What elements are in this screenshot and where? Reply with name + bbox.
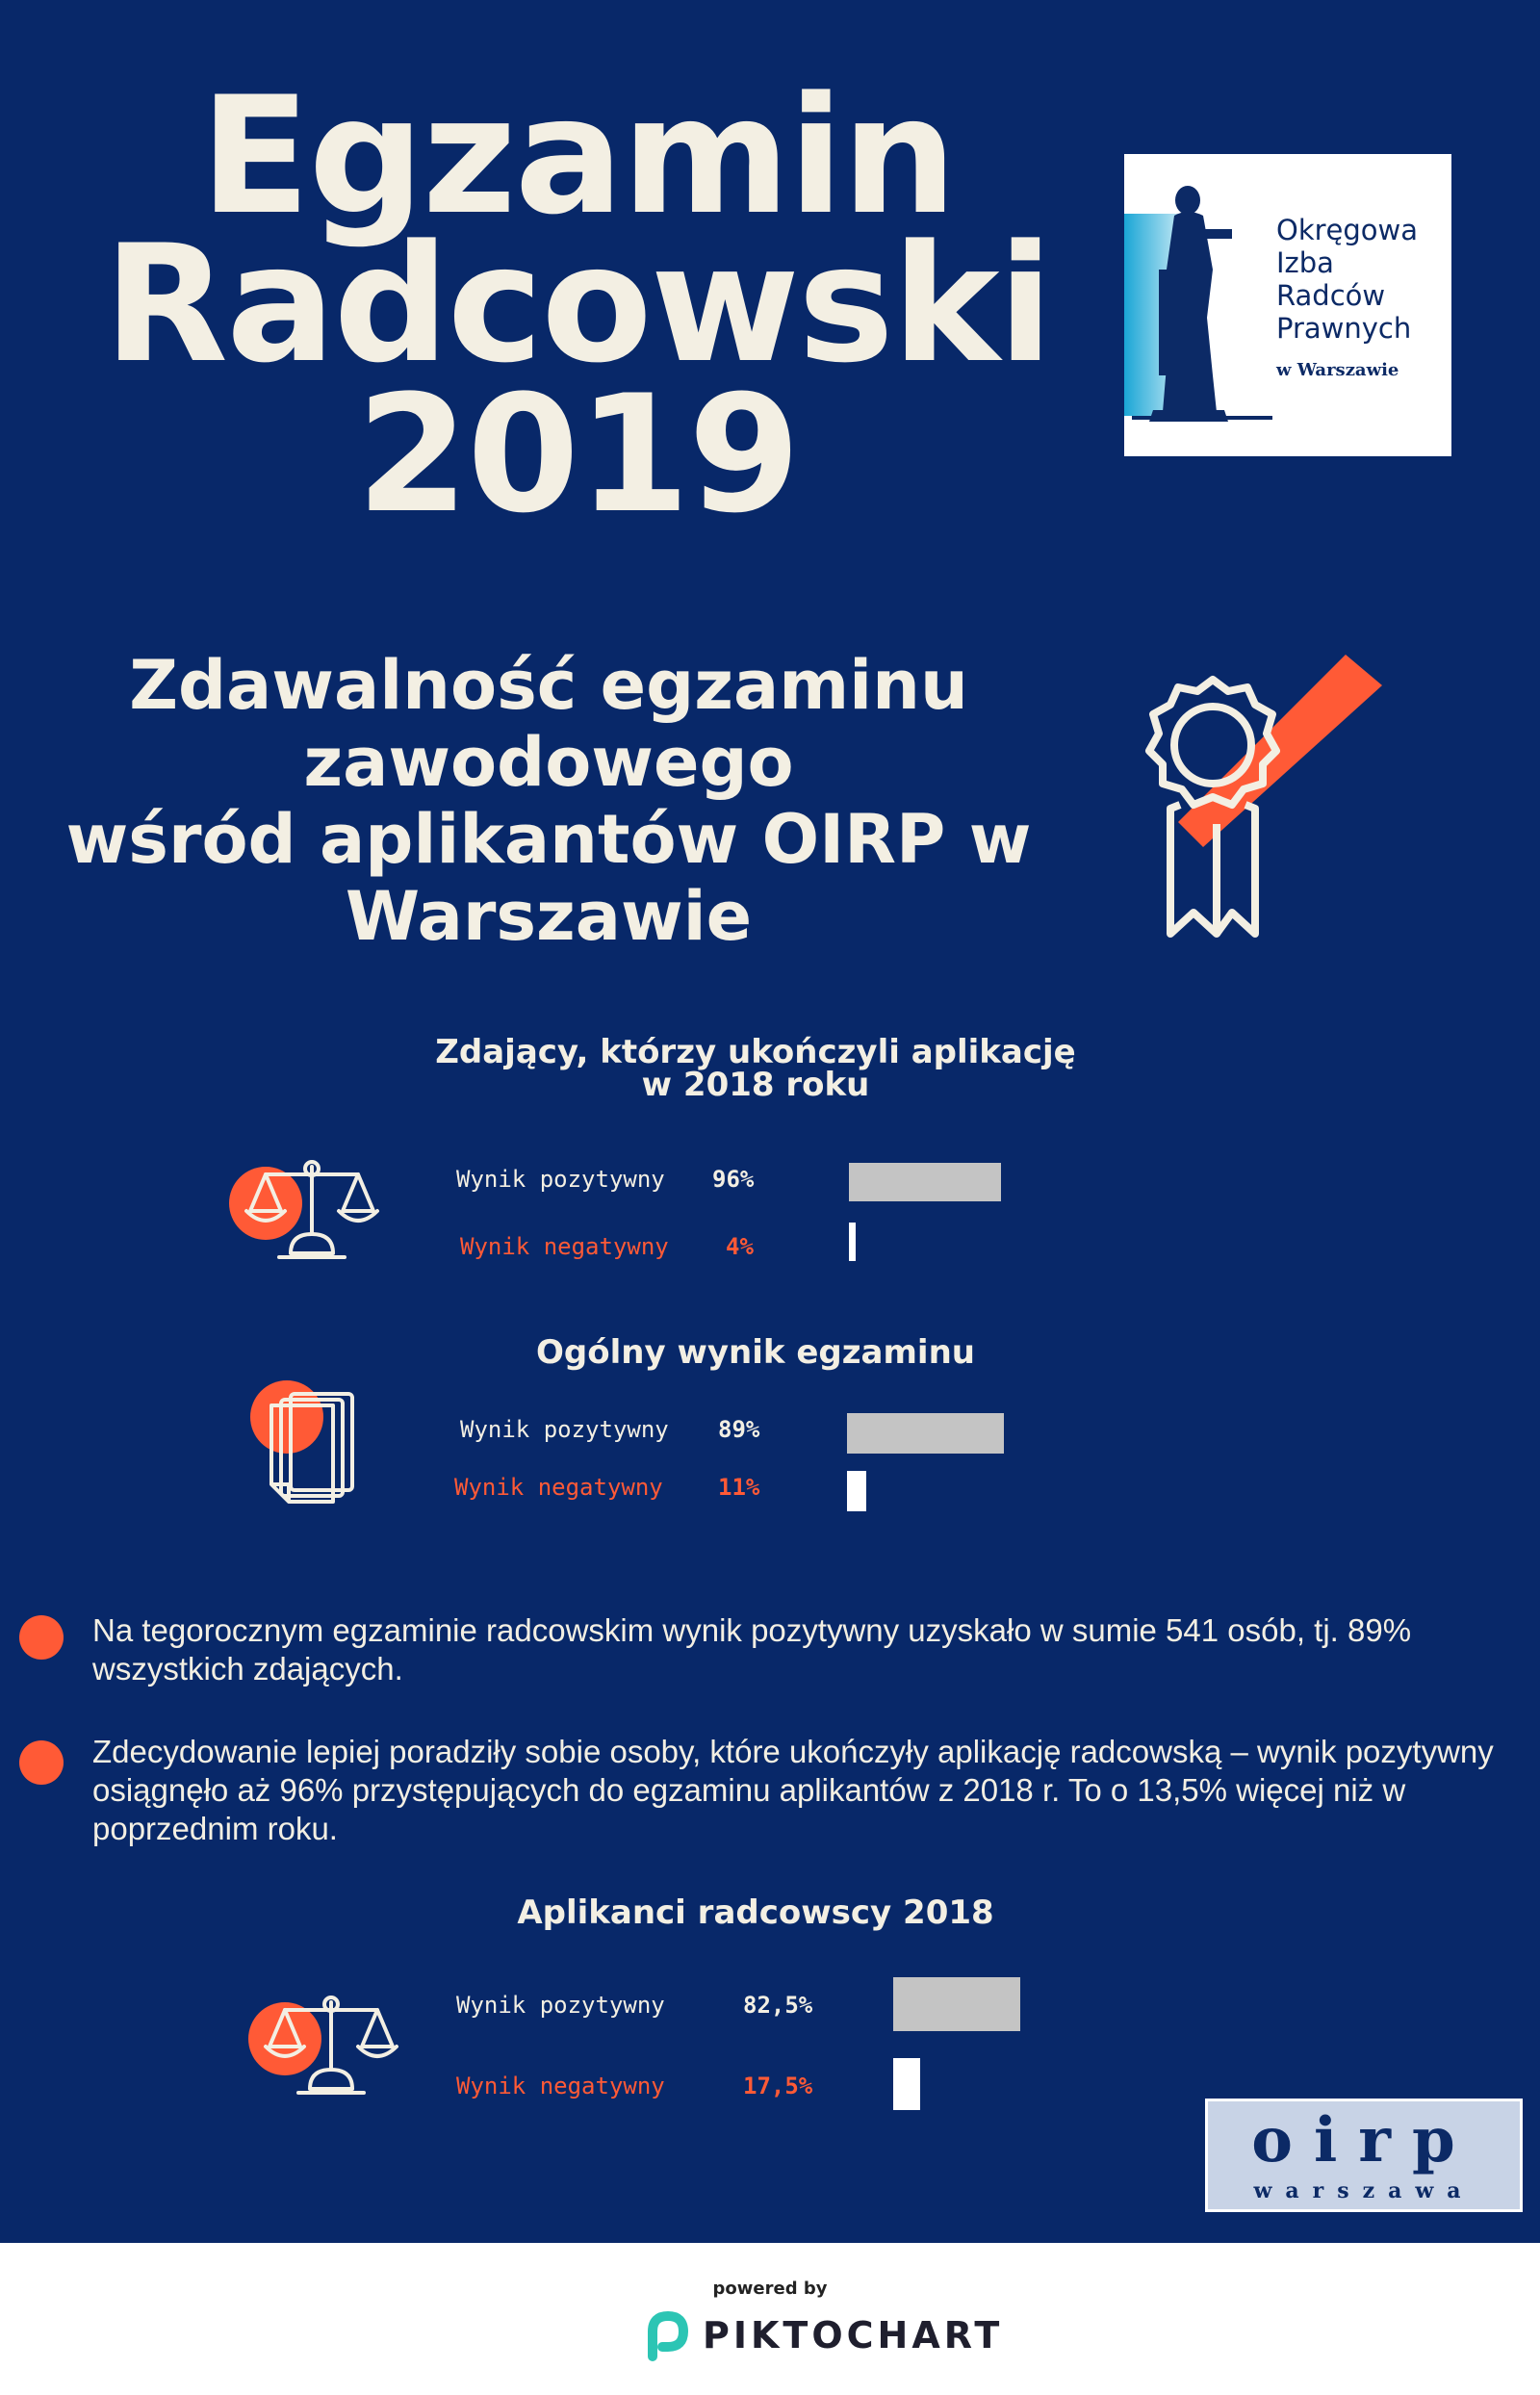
s1-negative-bar (849, 1223, 856, 1261)
subtitle-line-3: wśród aplikantów OIRP w (65, 800, 1032, 879)
s3-negative-bar (893, 2058, 920, 2110)
s2-positive-bar (847, 1413, 1004, 1454)
piktochart-logo-icon (648, 2310, 689, 2361)
subtitle-line-2: zawodowego (303, 723, 794, 802)
oirp-warszawa-logo: oirp warszawa (1205, 2099, 1523, 2212)
paragraph-1: Na tegorocznym egzaminie radcowskim wyni… (92, 1612, 1412, 1687)
logo-small-line: w Warszawie (1276, 360, 1399, 380)
oirp-logo-box: Okręgowa Izba Radców Prawnych w Warszawi… (1124, 154, 1451, 456)
page-title-line-1: Egzamin (199, 62, 957, 250)
logo-line-2: Izba (1276, 246, 1334, 279)
s1-positive-label: Wynik pozytywny (456, 1166, 665, 1193)
s2-positive-label: Wynik pozytywny (460, 1416, 669, 1443)
logo-line-4: Prawnych (1276, 312, 1412, 345)
s3-negative-label: Wynik negatywny (456, 2073, 665, 2099)
section-1-title-line-2: w 2018 roku (641, 1066, 870, 1104)
s2-negative-bar (847, 1471, 866, 1511)
statue-icon (1124, 186, 1272, 422)
scales-icon (229, 1160, 379, 1259)
s2-negative-label: Wynik negatywny (454, 1474, 663, 1501)
infographic-panel: Egzamin Radcowski 2019 Okręgowa Izba Rad (0, 0, 1540, 2243)
s2-positive-value: 89% (718, 1416, 760, 1443)
oirp-logo-subtext: warszawa (1253, 2178, 1475, 2203)
scales-icon-2 (248, 1996, 398, 2095)
logo-line-1: Okręgowa (1276, 214, 1419, 246)
footer-brand-text: PIKTOCHART (703, 2314, 1004, 2356)
page-title-line-2: Radcowski (103, 210, 1054, 399)
subtitle-line-4: Warszawie (345, 877, 753, 956)
s3-positive-value: 82,5% (743, 1992, 813, 2019)
paragraph-2: Zdecydowanie lepiej poradziły sobie osob… (92, 1734, 1494, 1846)
s1-negative-label: Wynik negatywny (460, 1233, 669, 1260)
documents-icon (250, 1380, 354, 1504)
bullet-dot-1 (19, 1615, 64, 1660)
section-1-title-line-1: Zdający, którzy ukończyli aplikację (435, 1033, 1076, 1071)
subtitle-line-1: Zdawalność egzaminu (129, 646, 968, 725)
s3-negative-value: 17,5% (743, 2073, 813, 2099)
s1-positive-bar (849, 1163, 1001, 1201)
section-2-title: Ogólny wynik egzaminu (536, 1333, 975, 1372)
footer-powered-by: powered by (712, 2279, 828, 2299)
award-check-icon (1145, 655, 1382, 938)
s3-positive-bar (893, 1977, 1020, 2031)
s3-positive-label: Wynik pozytywny (456, 1992, 665, 2019)
s1-negative-value: 4% (726, 1233, 754, 1260)
oirp-logo-text: oirp (1251, 2104, 1476, 2176)
bullet-dot-2 (19, 1740, 64, 1785)
s1-positive-value: 96% (712, 1166, 755, 1193)
page-title-line-3: 2019 (356, 360, 801, 549)
s2-negative-value: 11% (718, 1474, 760, 1501)
logo-line-3: Radców (1276, 279, 1386, 312)
section-3-title: Aplikanci radcowscy 2018 (517, 1893, 994, 1932)
footer-brand[interactable]: PIKTOCHART (639, 2308, 999, 2362)
